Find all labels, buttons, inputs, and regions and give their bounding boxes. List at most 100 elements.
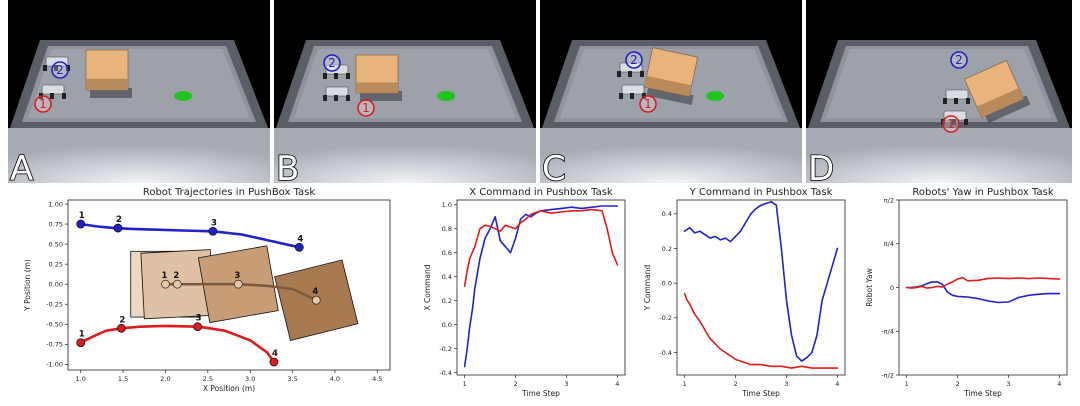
- robot-leg: [617, 71, 621, 77]
- robot-leg: [642, 93, 646, 99]
- waypoint-label: 2: [116, 215, 122, 225]
- x-tick-label: 3: [1006, 380, 1010, 388]
- ground-plane: [8, 128, 270, 183]
- robot-2-label: 2: [323, 54, 341, 72]
- y-command-chart: Y Command in Pushbox Task 1 2 3 4 -0.4 -0.2 0.0…: [635, 183, 855, 406]
- robot-2-label: 2: [950, 51, 968, 69]
- waypoint-label: 1: [161, 271, 167, 281]
- y-tick-label: π/2: [884, 196, 894, 204]
- robot-leg: [619, 93, 623, 99]
- y-axis-label: Robot Yaw: [865, 268, 874, 306]
- x-tick-label: 3.0: [245, 375, 255, 383]
- y-tick-label: 1.0: [442, 201, 452, 209]
- scene-panel-c: 1 2 C: [540, 0, 802, 183]
- x-tick-label: 4: [835, 380, 839, 388]
- waypoint-label: 1: [79, 330, 85, 340]
- trajectory-chart: Robot Trajectories in PushBox Task 1.0 1.5…: [0, 183, 410, 406]
- robot-label-text: 1: [39, 97, 47, 111]
- x-tick-label: 3.5: [287, 375, 297, 383]
- y-tick-label: 0.8: [442, 225, 452, 233]
- y-tick-label: 0.4: [662, 210, 672, 218]
- robot-body: [41, 84, 65, 95]
- waypoint-label: 3: [234, 271, 240, 281]
- robot-leg: [640, 71, 644, 77]
- waypoint-marker: [172, 279, 182, 289]
- robot-leg: [54, 65, 58, 71]
- x-tick-label: 2: [955, 380, 959, 388]
- axes-frame: [898, 199, 1068, 376]
- y-tick-label: -0.2: [659, 314, 672, 322]
- waypoint-marker: [269, 357, 279, 367]
- push-box: [643, 47, 699, 106]
- robot-leg: [43, 65, 47, 71]
- chart-svg: Robots' Yaw in Pushbox Task 1 2 3 4 -π/2 -π/4 0…: [865, 187, 1068, 398]
- robot-label-text: 1: [644, 97, 652, 111]
- waypoint-label: 4: [297, 234, 303, 244]
- series-line: [683, 200, 839, 362]
- robot-leg: [954, 98, 958, 104]
- robot-2: [943, 89, 970, 104]
- waypoint-marker: [311, 295, 321, 305]
- x-tick-label: 4.0: [330, 375, 340, 383]
- waypoint-marker: [208, 226, 218, 236]
- robot-label-text: 2: [56, 63, 64, 77]
- chart-title: Robots' Yaw in Pushbox Task: [912, 187, 1053, 198]
- y-axis-label: X Command: [423, 264, 432, 310]
- robot-leg: [50, 93, 54, 99]
- robot-label-circle: [357, 99, 375, 117]
- y-tick-label: 0.0: [662, 279, 672, 287]
- waypoint-label: 3: [211, 218, 217, 228]
- ground-plane: [540, 128, 802, 183]
- plot-area: [683, 200, 839, 369]
- y-tick-label: -0.2: [439, 345, 452, 353]
- waypoint-marker: [193, 322, 203, 332]
- x-tick-label: 2.0: [160, 375, 170, 383]
- y-tick-label: -0.75: [46, 341, 63, 349]
- goal-marker: [706, 91, 724, 101]
- axes-frame: [456, 199, 626, 376]
- robot-label-text: 1: [362, 101, 370, 115]
- panel-letter: B: [276, 149, 299, 183]
- y-axis-label: Y Command: [643, 265, 652, 312]
- robot-body: [621, 84, 645, 95]
- robot-leg: [62, 93, 66, 99]
- scene-svg: 1 2 C: [540, 0, 802, 183]
- y-tick-label: 0.25: [49, 260, 63, 268]
- waypoint-marker: [76, 338, 86, 348]
- robot-label-circle: [942, 115, 960, 133]
- push-box: [85, 49, 132, 98]
- y-tick-label: -1.00: [46, 361, 63, 369]
- x-tick-label: 2: [513, 380, 517, 388]
- box-shadow: [646, 85, 694, 106]
- y-tick-label: -π/4: [881, 328, 894, 336]
- panel-letter: C: [542, 149, 566, 183]
- waypoint-marker: [233, 279, 243, 289]
- box-side: [356, 82, 398, 93]
- chart-svg: X Command in Pushbox Task 1 2 3 4 -0.4 -0.2 0.0…: [423, 187, 626, 398]
- robot-label-text: 1: [947, 117, 955, 131]
- box-shadow: [90, 88, 132, 98]
- ground-plane: [806, 128, 1072, 183]
- y-tick-label: 0.2: [662, 245, 672, 253]
- x-tick-label: 4: [1057, 380, 1061, 388]
- waypoint-label: 3: [196, 314, 202, 324]
- scene-panel-a: 1 2 A: [8, 0, 270, 183]
- x-tick-label: 1: [683, 380, 687, 388]
- robot-1: [619, 84, 646, 99]
- robot-body: [325, 86, 349, 97]
- robot-label-text: 2: [630, 53, 638, 67]
- x-tick-label: 1.5: [118, 375, 128, 383]
- waypoint-marker: [116, 323, 126, 333]
- series-line: [905, 281, 1061, 304]
- scene-panel-b: 1 2 B: [274, 0, 536, 183]
- chart-svg: Robot Trajectories in PushBox Task 1.0 1.5…: [23, 187, 391, 393]
- box-side: [86, 78, 128, 90]
- chart-svg: Y Command in Pushbox Task 1 2 3 4 -0.4 -0.2 0.0…: [643, 187, 846, 398]
- series-line: [463, 208, 619, 288]
- x-tick-label: 3: [784, 380, 788, 388]
- robot-1-label: 1: [34, 95, 52, 113]
- robot-1-label: 1: [942, 115, 960, 133]
- axes-frame: [67, 199, 391, 371]
- y-tick-label: 0.4: [442, 273, 452, 281]
- y-tick-label: -0.25: [46, 301, 63, 309]
